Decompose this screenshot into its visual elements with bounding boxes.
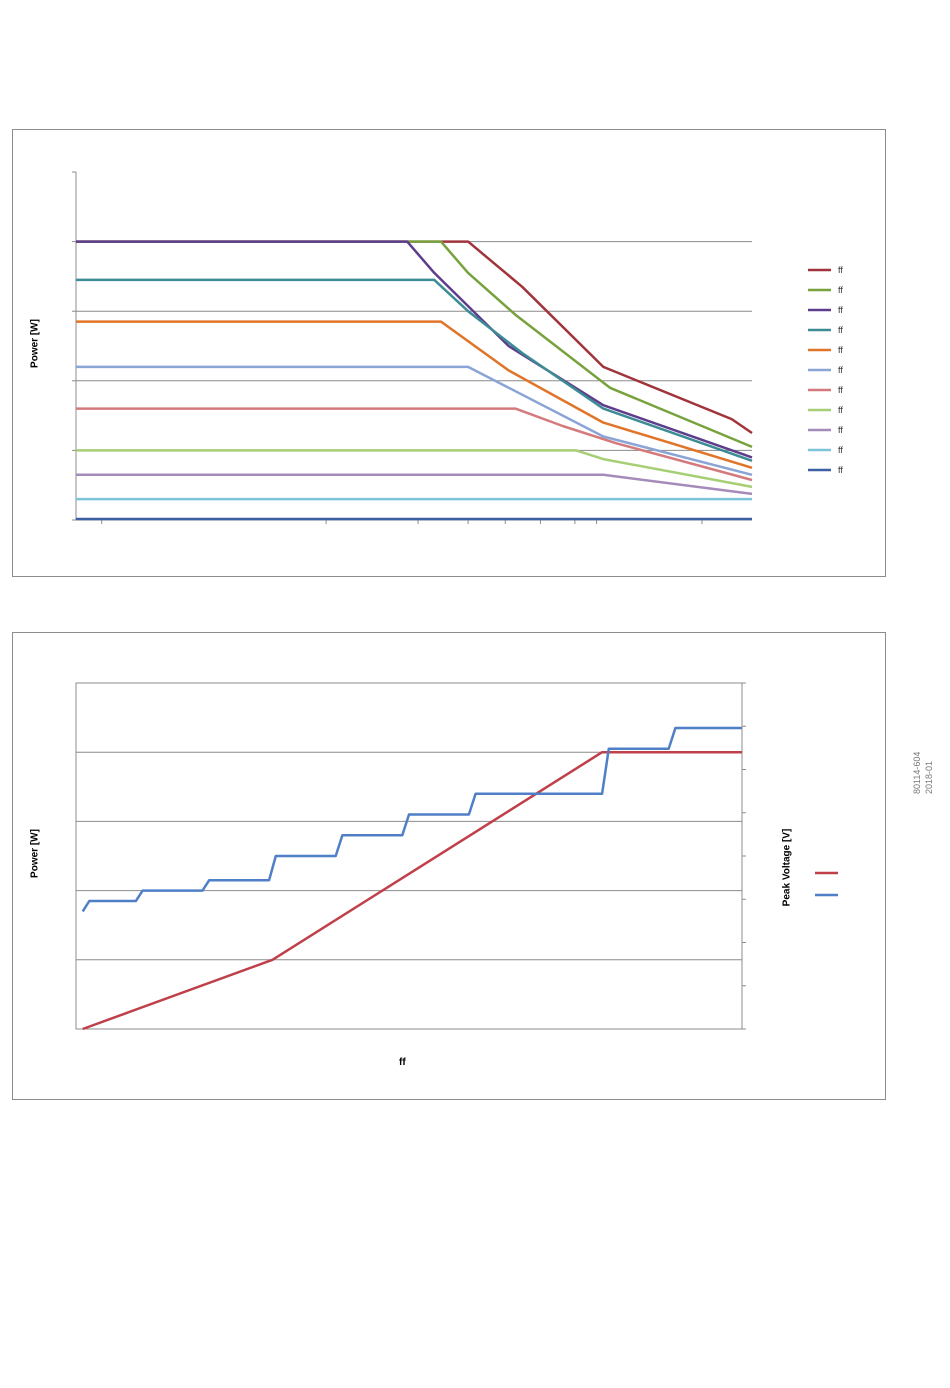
chart1-legend-label: ff [838, 305, 843, 315]
chart1-series-line [76, 278, 753, 462]
chart1-series-line [76, 320, 753, 469]
chart1-series-line [76, 449, 753, 489]
document-number: 80114-604 [912, 751, 922, 794]
chart2-y-axis-label: Power [W] [29, 829, 41, 878]
chart2-plot-area [75, 682, 743, 1030]
chart1-legend-label: ff [838, 285, 843, 295]
chart1-legend-label: ff [838, 365, 843, 375]
document-date: 2018-01 [924, 760, 934, 794]
chart1-y-axis-label: Power [W] [29, 319, 41, 368]
chart-panel-power-voltage: Power [W] Peak Voltage [V] ff [12, 632, 886, 1100]
chart1-legend-label: ff [838, 445, 843, 455]
chart1-legend-label: ff [838, 405, 843, 415]
chart2-y2-axis-label: Peak Voltage [V] [781, 828, 793, 907]
chart1-legend-label: ff [838, 325, 843, 335]
chart1-series-line [76, 240, 753, 459]
chart1-legend-label: ff [838, 265, 843, 275]
chart1-series-line [76, 407, 753, 482]
power-curves-chart: ff ff ff ff ff ff ff ff ff ff ff [72, 171, 843, 524]
chart1-legend-label: ff [838, 385, 843, 395]
document-code: 80114-604 2018-01 [904, 744, 934, 804]
chart1-series-line [76, 240, 753, 449]
chart1-legend-label: ff [838, 345, 843, 355]
chart1-series-line [76, 473, 753, 496]
chart2-x-axis-label: ff [399, 1057, 406, 1068]
power-voltage-chart [75, 682, 838, 1031]
chart1-series-line [76, 365, 753, 477]
chart2-series-line [82, 750, 742, 1031]
chart2-series-line [81, 726, 742, 913]
chart1-legend-label: ff [838, 465, 843, 475]
chart-panel-power-curves: ff ff ff ff ff ff ff ff ff ff ff Power [W] [12, 129, 886, 577]
chart1-legend-label: ff [838, 425, 843, 435]
